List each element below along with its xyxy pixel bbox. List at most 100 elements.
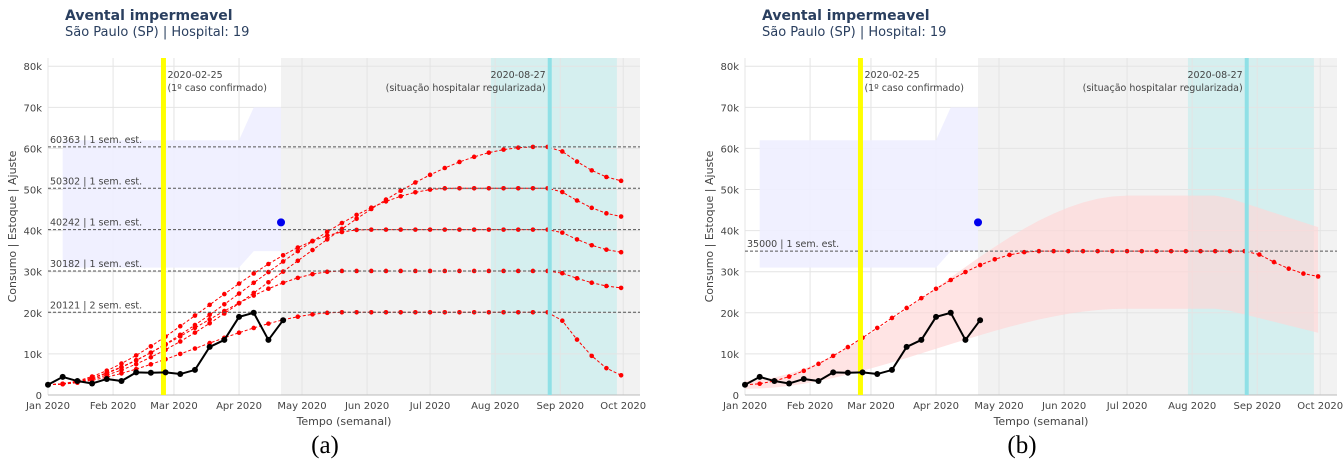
consumption-point xyxy=(177,371,184,378)
fit-point xyxy=(339,310,345,315)
chart-title: Avental impermeavel xyxy=(762,8,930,24)
fit-point xyxy=(530,144,536,150)
y-tick-label: 30k xyxy=(720,268,739,279)
fit-point xyxy=(266,321,271,326)
chart-plot-a: 0 10k 20k 30k 40k 50k 60k 70k 80k Jan 2020 Feb 202… xyxy=(6,58,646,428)
x-tick-label: Oct 2020 xyxy=(1297,401,1343,412)
fit-point xyxy=(368,205,374,210)
fit-point xyxy=(1227,248,1233,254)
consumption-point xyxy=(888,366,895,373)
y-axis-title: Consumo | Estoque | Ajuste xyxy=(703,150,716,302)
consumption-point xyxy=(933,313,940,320)
fit-point xyxy=(574,275,580,281)
fit-point xyxy=(236,300,242,306)
fit-point xyxy=(413,189,418,195)
fit-point xyxy=(604,247,609,252)
fit-point xyxy=(618,249,624,255)
vline-label: (1º caso confirmado) xyxy=(167,83,266,94)
fit-point xyxy=(119,371,124,376)
consumption-point xyxy=(977,317,984,324)
consumption-point xyxy=(756,373,763,380)
consumption-point xyxy=(89,380,96,387)
consumption-point xyxy=(59,373,66,380)
y-tick-label: 60k xyxy=(720,144,739,155)
fit-point xyxy=(310,312,315,317)
fit-point xyxy=(1257,252,1262,257)
fit-point xyxy=(295,314,301,320)
y-tick-label: 50k xyxy=(23,186,42,197)
fit-point xyxy=(830,353,836,359)
fit-point xyxy=(368,268,374,274)
consumption-point xyxy=(162,369,169,376)
x-tick-label: May 2020 xyxy=(974,401,1023,412)
fit-point xyxy=(383,199,389,204)
fit-point xyxy=(339,220,345,226)
y-tick-label: 0 xyxy=(36,391,42,402)
consumption-point xyxy=(191,366,198,373)
y-tick-label: 10k xyxy=(720,350,739,361)
x-tick-label: Aug 2020 xyxy=(471,401,519,412)
confidence-band xyxy=(745,195,1319,389)
consumption-point xyxy=(250,309,257,316)
fit-point xyxy=(339,268,345,274)
peak-label: 60363 | 1 sem. est. xyxy=(50,135,142,146)
x-tick-label: Mar 2020 xyxy=(150,401,198,412)
x-tick-label: Apr 2020 xyxy=(913,401,959,412)
consumption-point xyxy=(74,378,81,385)
x-tick-label: Apr 2020 xyxy=(216,401,262,412)
consumption-point xyxy=(147,369,154,376)
consumption-point xyxy=(830,369,837,376)
consumption-point xyxy=(771,378,778,385)
fit-point xyxy=(310,271,315,277)
vline-label: (situação hospitalar regularizada) xyxy=(1083,83,1243,94)
x-tick-label: Jul 2020 xyxy=(409,401,451,412)
fit-point xyxy=(560,270,565,276)
fit-point xyxy=(1315,274,1321,279)
consumption-point xyxy=(45,381,51,388)
consumption-point xyxy=(962,336,969,343)
fit-point xyxy=(295,275,301,281)
x-tick-label: Oct 2020 xyxy=(600,401,646,412)
fit-point xyxy=(471,154,477,160)
fit-point xyxy=(310,238,315,244)
fit-point xyxy=(604,174,609,180)
vline-label: 2020-02-25 xyxy=(864,70,919,81)
fit-point xyxy=(192,325,198,331)
y-tick-label: 50k xyxy=(720,186,739,197)
peak-label: 40242 | 1 sem. est. xyxy=(50,218,142,229)
fit-point xyxy=(368,310,374,315)
chart-panel-a: Avental impermeavel São Paulo (SP) | Hos… xyxy=(0,0,650,466)
consumption-point xyxy=(947,309,954,316)
chart-title: Avental impermeavel xyxy=(65,8,233,24)
fit-point xyxy=(413,180,418,185)
fit-point xyxy=(589,242,595,248)
consumption-point xyxy=(118,378,125,385)
x-tick-label: Jan 2020 xyxy=(722,401,767,412)
consumption-point xyxy=(742,381,748,388)
peak-label: 35000 | 1 sem. est. xyxy=(747,239,839,250)
x-tick-label: Feb 2020 xyxy=(90,401,136,412)
fit-point xyxy=(398,193,403,199)
y-tick-label: 60k xyxy=(23,144,42,155)
x-tick-label: Mar 2020 xyxy=(847,401,895,412)
y-tick-label: 70k xyxy=(23,103,42,114)
y-tick-label: 20k xyxy=(720,309,739,320)
fit-point xyxy=(618,372,624,378)
chart-plot-b: 0 10k 20k 30k 40k 50k 60k 70k 80k Jan 2020 Feb 202… xyxy=(703,58,1343,428)
y-tick-label: 70k xyxy=(720,103,739,114)
vline-label: 2020-08-27 xyxy=(491,70,546,81)
consumption-point xyxy=(280,317,287,324)
fit-point xyxy=(589,168,595,173)
x-tick-label: Jan 2020 xyxy=(25,401,70,412)
fit-point xyxy=(457,159,462,165)
consumption-point xyxy=(800,375,807,382)
consumption-point xyxy=(103,375,110,382)
x-axis-title: Tempo (semanal) xyxy=(296,415,392,428)
fit-point xyxy=(133,353,139,358)
stock-point xyxy=(974,218,983,227)
stock-band xyxy=(759,107,979,268)
fit-point xyxy=(501,147,506,152)
y-tick-label: 30k xyxy=(23,268,42,279)
consumption-point xyxy=(206,343,213,350)
x-tick-label: Sep 2020 xyxy=(536,401,583,412)
